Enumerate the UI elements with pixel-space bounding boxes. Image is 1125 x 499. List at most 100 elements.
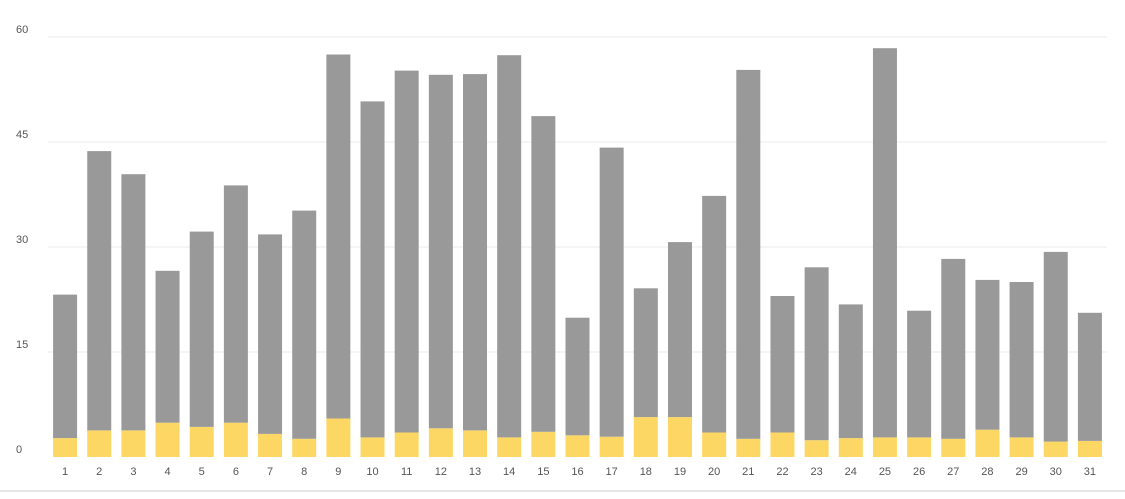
x-tick-label: 22 [776, 466, 788, 478]
bar-segment-yellow[interactable] [155, 422, 180, 457]
bar-segment-gray[interactable] [599, 147, 624, 437]
x-tick-label: 15 [537, 466, 549, 478]
bar-segment-yellow[interactable] [360, 437, 385, 457]
bar-segment-gray[interactable] [189, 231, 214, 427]
bar-segment-yellow[interactable] [326, 418, 351, 458]
bar-segment-gray[interactable] [667, 242, 692, 418]
bar-segment-gray[interactable] [121, 174, 146, 431]
bar-segment-gray[interactable] [53, 294, 78, 439]
bar-segment-gray[interactable] [838, 304, 863, 439]
bar-segment-gray[interactable] [155, 270, 180, 423]
bar-segment-gray[interactable] [565, 317, 590, 436]
bar-segment-yellow[interactable] [121, 430, 146, 457]
bar-segment-gray[interactable] [292, 210, 317, 439]
bars [53, 48, 1102, 457]
x-tick-label: 10 [366, 466, 378, 478]
bar-segment-gray[interactable] [633, 288, 658, 418]
bar-segment-gray[interactable] [258, 234, 283, 434]
bar-segment-gray[interactable] [1009, 282, 1034, 438]
bar-segment-yellow[interactable] [189, 426, 214, 457]
bar-segment-yellow[interactable] [633, 417, 658, 457]
bar-segment-yellow[interactable] [736, 438, 761, 457]
bar-segment-gray[interactable] [531, 116, 556, 432]
bar-segment-gray[interactable] [223, 185, 248, 423]
bar-segment-yellow[interactable] [531, 431, 556, 457]
y-axis-ticks: 0 15 30 45 60 [16, 24, 28, 456]
x-tick-label: 24 [845, 466, 857, 478]
bar-segment-yellow[interactable] [1043, 441, 1068, 457]
bar-segment-gray[interactable] [975, 279, 1000, 430]
bar-segment-gray[interactable] [428, 74, 453, 429]
bar-segment-yellow[interactable] [565, 435, 590, 457]
bar-segment-gray[interactable] [87, 151, 112, 431]
bar-segment-gray[interactable] [770, 296, 795, 433]
x-tick-label: 25 [879, 466, 891, 478]
bar-segment-yellow[interactable] [975, 429, 1000, 457]
y-tick-label: 45 [16, 129, 28, 141]
bar-segment-yellow[interactable] [292, 438, 317, 457]
bar-segment-yellow[interactable] [702, 432, 727, 458]
bar-segment-gray[interactable] [394, 70, 419, 433]
bar-segment-yellow[interactable] [1077, 440, 1102, 457]
x-tick-label: 12 [435, 466, 447, 478]
bar-segment-yellow[interactable] [223, 422, 248, 457]
bar-segment-yellow[interactable] [804, 440, 829, 457]
bar-segment-yellow[interactable] [463, 430, 488, 457]
bar-segment-yellow[interactable] [770, 432, 795, 458]
bar-segment-yellow[interactable] [87, 430, 112, 457]
x-axis-ticks: 1 2 3 4 5 6 7 8 9 10 11 12 13 14 15 16 17 18 19 20 21 22 23 24 2… [62, 466, 1096, 478]
bar-segment-yellow[interactable] [667, 417, 692, 457]
bar-segment-yellow[interactable] [53, 438, 78, 457]
bar-segment-yellow[interactable] [872, 437, 897, 457]
bar-segment-yellow[interactable] [838, 438, 863, 457]
y-tick-label: 60 [16, 24, 28, 36]
bar-segment-gray[interactable] [804, 267, 829, 441]
x-tick-label: 27 [947, 466, 959, 478]
bar-segment-gray[interactable] [736, 69, 761, 439]
bar-segment-yellow[interactable] [497, 437, 522, 457]
bar-segment-gray[interactable] [326, 54, 351, 419]
x-tick-label: 31 [1084, 466, 1096, 478]
x-tick-label: 28 [981, 466, 993, 478]
bar-segment-yellow[interactable] [428, 428, 453, 457]
x-tick-label: 30 [1050, 466, 1062, 478]
x-tick-label: 20 [708, 466, 720, 478]
y-tick-label: 15 [16, 339, 28, 351]
x-tick-label: 23 [811, 466, 823, 478]
bar-segment-yellow[interactable] [394, 432, 419, 458]
bar-segment-gray[interactable] [463, 74, 488, 431]
bar-segment-yellow[interactable] [258, 433, 283, 457]
bar-segment-gray[interactable] [941, 258, 966, 439]
x-tick-label: 21 [742, 466, 754, 478]
x-tick-label: 4 [165, 466, 171, 478]
x-tick-label: 1 [62, 466, 68, 478]
x-tick-label: 17 [606, 466, 618, 478]
bar-segment-yellow[interactable] [907, 437, 932, 457]
x-tick-label: 2 [96, 466, 102, 478]
bar-segment-gray[interactable] [907, 310, 932, 438]
x-tick-label: 8 [301, 466, 307, 478]
y-tick-label: 0 [16, 444, 22, 456]
x-tick-label: 14 [503, 466, 515, 478]
bar-segment-gray[interactable] [1043, 251, 1068, 442]
x-tick-label: 7 [267, 466, 273, 478]
x-tick-label: 3 [130, 466, 136, 478]
bar-segment-gray[interactable] [360, 101, 385, 438]
bar-segment-gray[interactable] [872, 48, 897, 438]
y-tick-label: 30 [16, 234, 28, 246]
bar-segment-gray[interactable] [497, 55, 522, 438]
x-tick-label: 19 [674, 466, 686, 478]
bar-segment-yellow[interactable] [599, 436, 624, 457]
x-tick-label: 11 [401, 466, 412, 478]
bar-segment-gray[interactable] [1077, 312, 1102, 441]
bar-segment-yellow[interactable] [1009, 437, 1034, 457]
bar-segment-yellow[interactable] [941, 438, 966, 457]
x-tick-label: 9 [335, 466, 341, 478]
x-tick-label: 13 [469, 466, 481, 478]
bar-segment-gray[interactable] [702, 195, 727, 433]
x-tick-label: 5 [199, 466, 205, 478]
x-tick-label: 16 [571, 466, 583, 478]
x-tick-label: 26 [913, 466, 925, 478]
